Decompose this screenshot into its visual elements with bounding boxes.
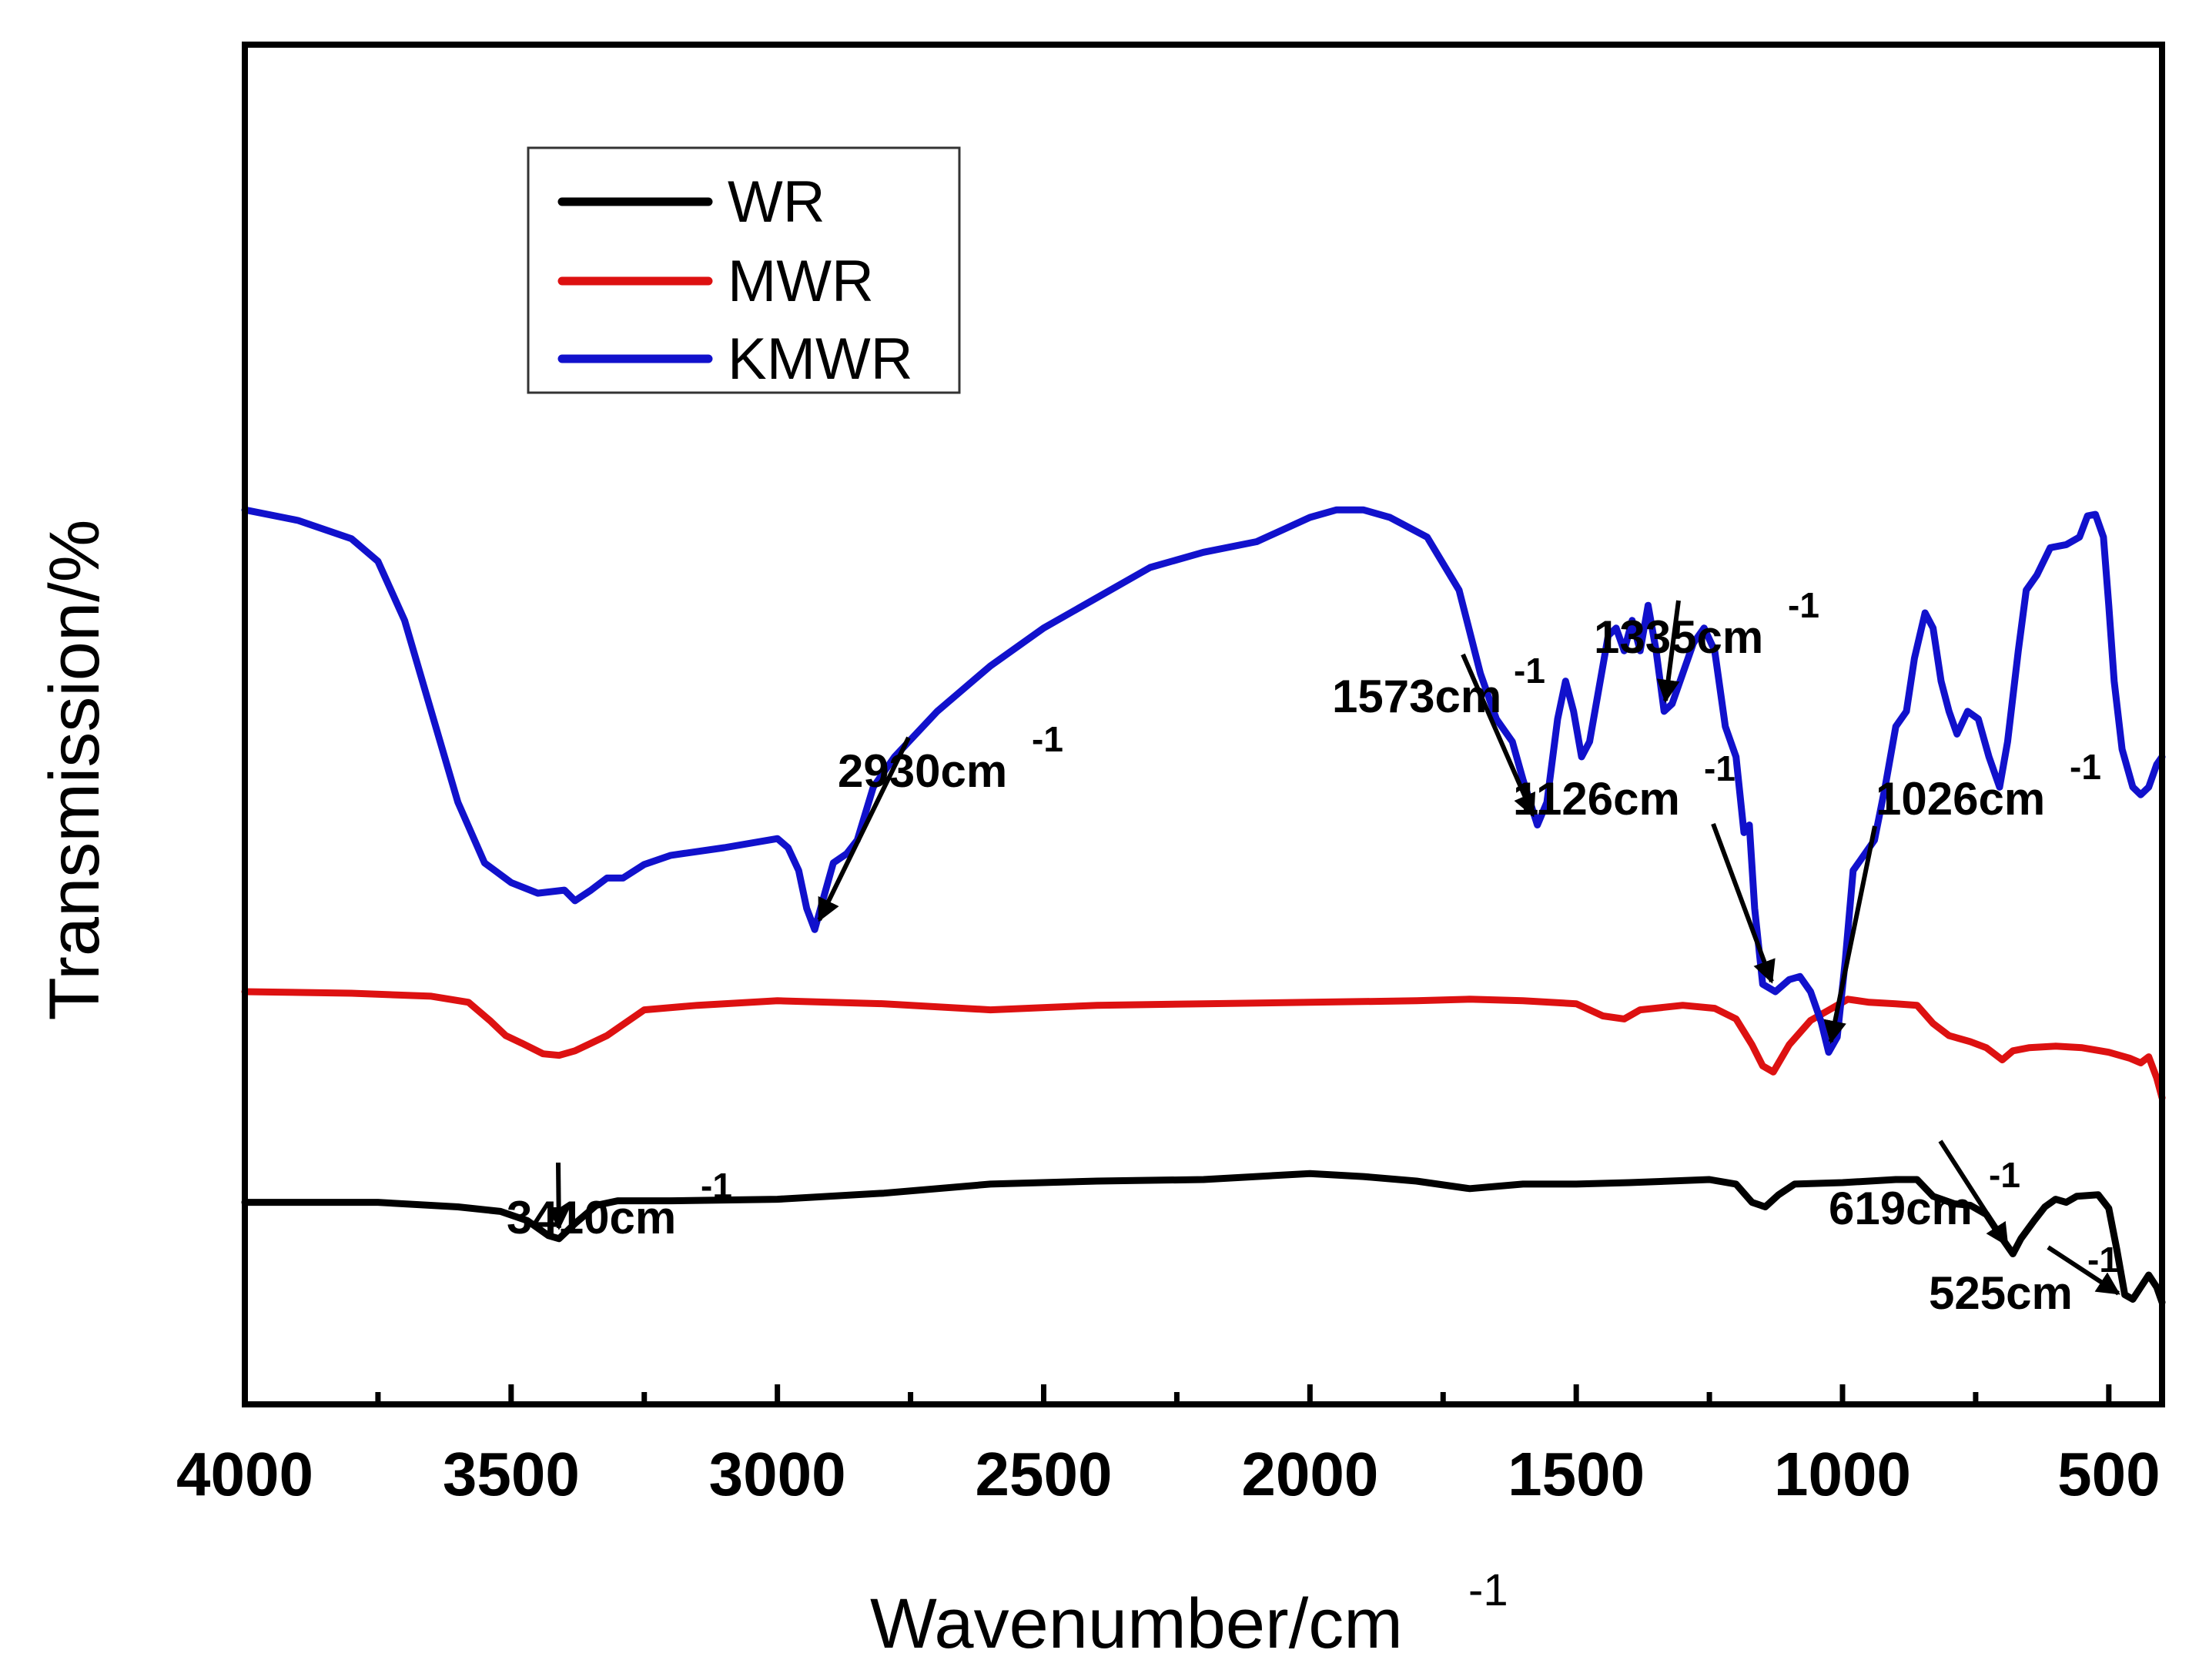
- legend-label-wr: WR: [728, 169, 825, 235]
- x-axis-title-superscript: -1: [1468, 1565, 1508, 1615]
- annotation-1335cm: 1335cm -1: [1594, 585, 1819, 704]
- annotation-label-superscript: -1: [2087, 1240, 2119, 1280]
- annotation-label: 2930cm: [838, 745, 1007, 797]
- annotation-3410cm: 3410cm -1: [507, 1162, 732, 1243]
- annotation-label-superscript: -1: [1989, 1155, 2020, 1195]
- series-line-wr: [241, 1170, 2166, 1306]
- annotation-2930cm: 2930cm -1: [817, 719, 1063, 922]
- annotation-arrow: [1711, 822, 1776, 984]
- y-axis-title: Transmission/%: [35, 520, 114, 1021]
- x-tick-label: 2500: [976, 1440, 1113, 1508]
- annotation-label-superscript: -1: [701, 1166, 732, 1206]
- annotation-label-superscript: -1: [1032, 719, 1063, 759]
- x-axis: 4000 3500 3000 2500 2000 1500 1000 500: [176, 1384, 2161, 1508]
- annotation-arrow: [1656, 600, 1681, 704]
- annotation-label: 1573cm: [1332, 671, 1501, 722]
- legend: WR MWR KMWR: [527, 146, 961, 394]
- x-tick-label: 2000: [1241, 1440, 1378, 1508]
- annotation-arrow: [817, 736, 911, 922]
- annotation-arrow: [1938, 1140, 2010, 1247]
- annotation-1026cm: 1026cm -1: [1823, 747, 2101, 1044]
- annotation-label: 619cm: [1829, 1183, 1973, 1234]
- legend-box: [527, 146, 961, 394]
- plot-frame: [242, 42, 2165, 1407]
- annotation-label: 525cm: [1929, 1267, 2073, 1319]
- annotation-label: 1335cm: [1594, 611, 1763, 663]
- annotation-arrow: [1461, 653, 1536, 818]
- annotation-525cm: 525cm -1: [1929, 1240, 2120, 1319]
- series-layer: [241, 506, 2166, 1306]
- annotation-label-superscript: -1: [1788, 585, 1819, 625]
- x-tick-label: 3500: [443, 1440, 580, 1508]
- legend-label-kmwr: KMWR: [728, 326, 913, 392]
- x-tick-label: 1500: [1508, 1440, 1645, 1508]
- annotation-label: 1026cm: [1876, 773, 2045, 825]
- annotation-label-superscript: -1: [2070, 747, 2101, 787]
- series-line-mwr: [241, 988, 2166, 1102]
- annotation-label-superscript: -1: [1704, 748, 1735, 788]
- annotation-label: 1126cm: [1513, 773, 1680, 825]
- x-axis-title-group: Wavenumber/cm -1: [870, 1565, 1508, 1663]
- annotation-1573cm: 1573cm -1: [1332, 651, 1545, 818]
- annotation-arrow: [547, 1162, 571, 1230]
- x-tick-label: 1000: [1774, 1440, 1911, 1508]
- x-tick-label: 500: [2057, 1440, 2160, 1508]
- x-tick-label: 4000: [176, 1440, 313, 1508]
- annotation-label-superscript: -1: [1514, 651, 1545, 691]
- annotation-arrow: [1823, 825, 1877, 1044]
- annotation-619cm: 619cm -1: [1829, 1140, 2020, 1247]
- series-line-kmwr: [241, 506, 2166, 1056]
- annotation-label: 3410cm: [507, 1192, 676, 1243]
- annotation-arrow: [2047, 1245, 2120, 1296]
- x-axis-title: Wavenumber/cm: [870, 1585, 1403, 1663]
- legend-label-mwr: MWR: [728, 249, 874, 314]
- annotation-1126cm: 1126cm -1: [1513, 748, 1776, 984]
- annotations: 2930cm -1 1573cm -1 1335cm -1 1126cm -1 1026cm -1…: [507, 585, 2120, 1319]
- x-tick-label: 3000: [709, 1440, 846, 1508]
